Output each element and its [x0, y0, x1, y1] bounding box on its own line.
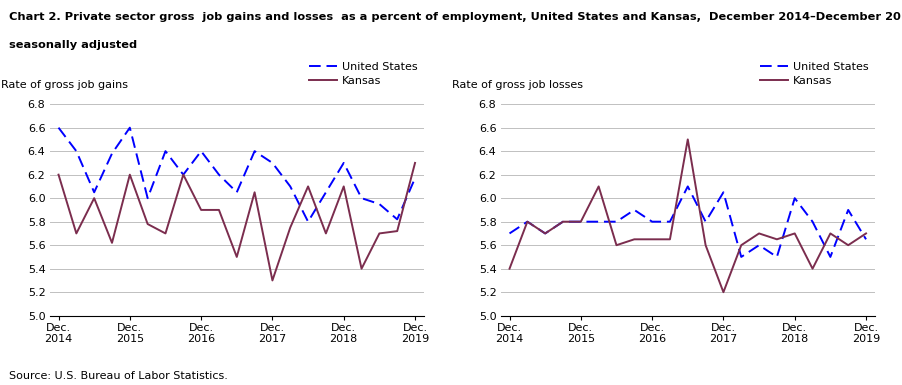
Text: Rate of gross job losses: Rate of gross job losses	[452, 80, 583, 90]
Legend: United States, Kansas: United States, Kansas	[304, 58, 422, 90]
Text: Rate of gross job gains: Rate of gross job gains	[1, 80, 128, 90]
Text: Chart 2. Private sector gross  job gains and losses  as a percent of employment,: Chart 2. Private sector gross job gains …	[9, 12, 902, 22]
Text: seasonally adjusted: seasonally adjusted	[9, 40, 137, 50]
Text: Source: U.S. Bureau of Labor Statistics.: Source: U.S. Bureau of Labor Statistics.	[9, 371, 228, 381]
Legend: United States, Kansas: United States, Kansas	[755, 58, 873, 90]
